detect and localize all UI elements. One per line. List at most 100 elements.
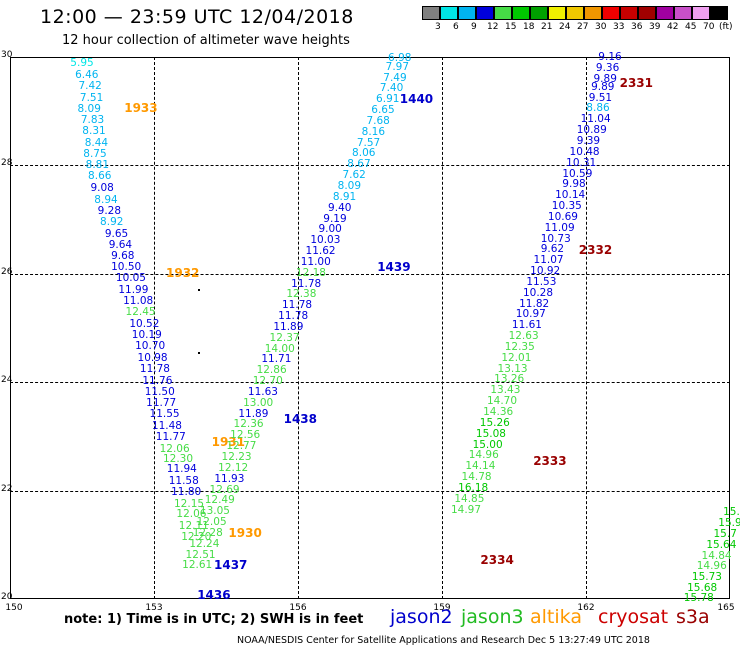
wave-height-value: 10.69	[547, 210, 578, 223]
wave-height-value: 13.26	[494, 373, 525, 386]
track-time-label: 1930	[228, 525, 262, 540]
wave-height-value: 13.00	[243, 396, 274, 409]
wave-height-value: 10.59	[562, 167, 593, 180]
wave-height-value: 11.78	[291, 277, 322, 290]
wave-height-value: 13.13	[497, 362, 528, 375]
wave-height-value: 10.89	[576, 124, 607, 137]
wave-height-value: 11.76	[142, 374, 173, 387]
wave-height-value: 12.30	[162, 452, 194, 465]
wave-height-value: 12.20	[181, 531, 212, 544]
wave-height-value: 10.92	[530, 265, 561, 278]
colorbar-label: 30	[595, 22, 607, 32]
wave-height-value: 7.49	[383, 71, 407, 84]
wave-height-value: 12.01	[501, 351, 532, 364]
colorbar-label: 24	[559, 22, 571, 32]
colorbar-label: 3	[435, 22, 441, 32]
y-tick-label: 26	[1, 266, 13, 277]
track-time-label: 2332	[578, 243, 613, 258]
colorbar-label: 45	[685, 22, 697, 32]
grid-line-vertical	[154, 57, 155, 599]
wave-height-value: 9.64	[108, 238, 133, 251]
colorbar-label: 27	[577, 22, 589, 32]
wave-height-value: 10.03	[310, 234, 341, 247]
y-tick-label: 28	[1, 158, 13, 169]
wave-height-value: 13.43	[490, 384, 521, 397]
wave-height-value: 9.40	[328, 201, 352, 214]
wave-height-value: 12.86	[256, 364, 287, 377]
y-tick-label: 22	[1, 483, 13, 494]
wave-height-value: 12.37	[269, 331, 300, 344]
wave-height-value: 14.70	[486, 395, 518, 408]
colorbar-swatch	[710, 6, 728, 20]
track-time-label: 1437	[214, 558, 248, 573]
location-dot	[198, 288, 201, 291]
wave-height-value: 12.49	[204, 494, 235, 507]
wave-height-value: 11.71	[261, 353, 292, 366]
wave-height-value: 11.78	[282, 299, 313, 312]
colorbar-label: 12	[487, 22, 499, 32]
wave-height-value: 10.05	[115, 272, 146, 285]
wave-height-value: 12.15	[174, 497, 205, 510]
colorbar-swatch	[512, 6, 530, 20]
wave-height-value: 6.65	[371, 104, 395, 117]
wave-height-value: 9.08	[90, 181, 114, 194]
wave-height-value: 15.8	[723, 506, 740, 519]
wave-height-value: 11.78	[139, 363, 170, 376]
footer-credit: NOAA/NESDIS Center for Satellite Applica…	[237, 635, 650, 646]
wave-height-value: 12.06	[176, 508, 207, 521]
wave-height-value: 15.68	[687, 582, 718, 595]
wave-height-value: 8.92	[100, 215, 124, 228]
wave-height-value: 11.62	[305, 245, 336, 258]
x-tick-label: 162	[577, 603, 595, 613]
wave-height-value: 9.68	[111, 249, 135, 262]
wave-height-value: 15.64	[706, 538, 737, 551]
wave-height-value: 7.83	[80, 114, 105, 127]
wave-height-value: 13.05	[199, 505, 230, 518]
wave-height-value: 8.86	[586, 102, 610, 115]
wave-height-value: 12.51	[185, 548, 216, 561]
map-plot-area	[10, 57, 730, 599]
wave-height-value: 8.81	[85, 159, 110, 172]
x-tick-label: 153	[145, 603, 163, 613]
wave-height-value: 12.63	[508, 330, 539, 343]
track-time-label: 1931	[211, 434, 245, 449]
grid-line-horizontal	[10, 273, 730, 275]
wave-height-value: 7.97	[385, 60, 410, 73]
wave-height-value: 5.95	[70, 56, 94, 69]
colorbar-swatch	[548, 6, 566, 20]
wave-height-value: 7.51	[79, 91, 104, 104]
y-tick-label: 30	[1, 50, 13, 60]
colorbar-swatch	[494, 6, 512, 20]
colorbar-label: 33	[613, 22, 625, 32]
wave-height-value: 11.09	[544, 221, 575, 234]
wave-height-value: 11.00	[300, 255, 331, 268]
wave-height-value: 9.65	[104, 227, 129, 240]
wave-height-value: 15.08	[475, 427, 506, 440]
colorbar-swatch	[422, 6, 440, 20]
wave-height-value: 12.23	[221, 450, 252, 463]
wave-height-value: 11.48	[151, 420, 182, 433]
wave-height-value: 6.98	[388, 52, 412, 65]
wave-height-value: 8.44	[84, 136, 109, 149]
wave-height-value: 11.61	[511, 319, 542, 332]
wave-height-value: 8.06	[352, 147, 376, 160]
wave-height-value: 11.93	[214, 472, 245, 485]
wave-height-value: 8.31	[82, 125, 106, 138]
wave-height-value: 11.89	[238, 407, 269, 420]
wave-height-value: 11.63	[247, 385, 278, 398]
wave-height-value: 15.9	[718, 517, 740, 530]
wave-height-value: 8.75	[83, 148, 107, 161]
wave-height-value: 14.36	[483, 406, 514, 418]
wave-height-value: 16.18	[458, 481, 489, 494]
wave-height-value: 12.70	[252, 375, 283, 388]
wave-height-value: 9.28	[97, 204, 122, 217]
wave-height-value: 11.80	[171, 486, 202, 499]
wave-height-value: 9.98	[562, 178, 586, 191]
wave-height-value: 12.45	[125, 306, 156, 319]
wave-height-value: 12.05	[196, 516, 227, 529]
wave-height-value: 12.61	[182, 559, 213, 572]
wave-height-value: 10.35	[551, 200, 582, 213]
wave-height-value: 9.51	[588, 91, 613, 104]
track-time-label: 1932	[166, 265, 200, 280]
wave-height-value: 6.46	[75, 68, 99, 81]
